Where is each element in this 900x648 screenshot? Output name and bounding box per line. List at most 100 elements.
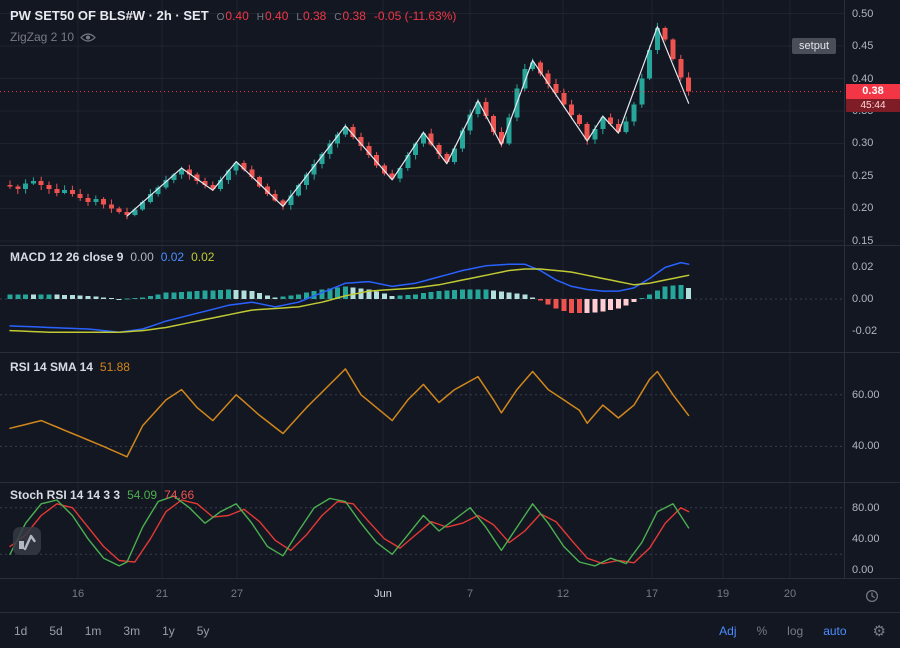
candle-body bbox=[202, 181, 208, 185]
pane-separator[interactable] bbox=[0, 352, 900, 353]
percent-scale-toggle[interactable]: % bbox=[756, 623, 768, 638]
price-tick-label: 0.20 bbox=[852, 202, 874, 214]
pane-separator[interactable] bbox=[0, 245, 900, 246]
macd-histogram-bar bbox=[553, 299, 559, 309]
macd-histogram-bar bbox=[7, 294, 13, 299]
macd-histogram-bar bbox=[686, 287, 692, 299]
axis-settings-corner[interactable] bbox=[844, 578, 900, 612]
candle-body bbox=[163, 179, 169, 188]
price-tick-label: -0.02 bbox=[852, 325, 878, 337]
macd-histogram-bar bbox=[233, 290, 239, 299]
macd-histogram-bar bbox=[483, 289, 489, 299]
tradingview-logo[interactable] bbox=[12, 526, 42, 556]
macd-histogram-bar bbox=[389, 295, 395, 299]
auto-scale-toggle[interactable]: auto bbox=[823, 623, 847, 638]
time-axis[interactable]: 16 21 27 Jun 7 12 17 19 20 bbox=[0, 578, 844, 612]
macd-histogram-bar bbox=[319, 289, 325, 299]
candle-body bbox=[584, 124, 590, 140]
setput-tag[interactable]: setput bbox=[792, 38, 836, 54]
candle-body bbox=[576, 114, 582, 124]
candle-body bbox=[210, 185, 216, 189]
candle-body bbox=[30, 181, 36, 184]
price-axis[interactable]: 0.500.450.400.350.300.250.200.150.020.00… bbox=[844, 0, 900, 578]
candle-body bbox=[483, 101, 489, 117]
macd-histogram-bar bbox=[140, 297, 146, 299]
range-1y[interactable]: 1y bbox=[162, 623, 175, 638]
macd-histogram-bar bbox=[459, 289, 465, 299]
candle-body bbox=[639, 78, 645, 105]
pane-separator[interactable] bbox=[0, 482, 900, 483]
range-5y[interactable]: 5y bbox=[196, 623, 210, 638]
candle-body bbox=[569, 104, 575, 115]
symbol-title[interactable]: PW SET50 OF BLS#W · 2h · SET bbox=[10, 8, 209, 23]
stoch-legend[interactable]: Stoch RSI 14 14 3 3 54.09 74.66 bbox=[10, 488, 194, 502]
range-1m[interactable]: 1m bbox=[84, 623, 102, 638]
macd-histogram-bar bbox=[194, 291, 200, 299]
log-scale-toggle[interactable]: log bbox=[787, 623, 804, 638]
macd-histogram-bar bbox=[623, 299, 629, 306]
macd-signal-line bbox=[9, 268, 690, 333]
range-3m[interactable]: 3m bbox=[123, 623, 141, 638]
candle-body bbox=[623, 121, 629, 132]
candle-body bbox=[303, 174, 309, 185]
macd-histogram-bar bbox=[30, 294, 36, 299]
candle-body bbox=[647, 50, 653, 79]
candle-body bbox=[108, 204, 114, 209]
candle-body bbox=[678, 59, 684, 78]
macd-histogram-bar bbox=[381, 293, 387, 299]
candle-body bbox=[288, 195, 294, 206]
time-axis-label: 21 bbox=[155, 588, 169, 600]
macd-histogram-bar bbox=[46, 294, 52, 299]
price-tick-label: 0.02 bbox=[852, 261, 874, 273]
macd-histogram-bar bbox=[491, 290, 497, 299]
macd-histogram-bar bbox=[296, 294, 302, 299]
indicator-legend-zigzag[interactable]: ZigZag 2 10 bbox=[10, 30, 96, 44]
macd-histogram-bar bbox=[171, 292, 177, 299]
macd-histogram-bar bbox=[93, 296, 99, 299]
candle-body bbox=[350, 127, 356, 137]
macd-histogram-bar bbox=[342, 286, 348, 299]
candle-body bbox=[381, 165, 387, 174]
macd-histogram-bar bbox=[467, 289, 473, 299]
candle-body bbox=[475, 101, 481, 115]
macd-histogram-bar bbox=[132, 297, 138, 299]
time-axis-label: 19 bbox=[716, 588, 730, 600]
candle-body bbox=[241, 162, 247, 170]
settings-gear-icon[interactable]: ⚙ bbox=[872, 622, 886, 640]
candle-body bbox=[397, 168, 403, 179]
macd-histogram-bar bbox=[405, 294, 411, 299]
candle-body bbox=[7, 185, 13, 187]
candle-body bbox=[498, 131, 504, 144]
macd-histogram-bar bbox=[662, 286, 668, 299]
bottom-toolbar: 1d 5d 1m 3m 1y 5y Adj % log auto ⚙ bbox=[0, 612, 900, 648]
adjust-toggle[interactable]: Adj bbox=[719, 623, 737, 638]
macd-signal-value: 0.02 bbox=[191, 250, 215, 264]
macd-histogram-bar bbox=[38, 294, 44, 299]
macd-histogram-bar bbox=[608, 299, 614, 311]
candle-body bbox=[46, 185, 52, 189]
candle-body bbox=[69, 190, 75, 195]
macd-histogram-bar bbox=[116, 299, 122, 300]
macd-label: MACD 12 26 close 9 bbox=[10, 250, 124, 264]
macd-histogram-bar bbox=[288, 295, 294, 299]
range-5d[interactable]: 5d bbox=[49, 623, 63, 638]
candle-body bbox=[140, 201, 146, 210]
time-axis-label: 27 bbox=[230, 588, 244, 600]
candle-body bbox=[179, 169, 185, 175]
visibility-eye-icon[interactable] bbox=[80, 32, 96, 43]
macd-histogram-bar bbox=[428, 292, 434, 299]
macd-histogram-bar bbox=[358, 288, 364, 299]
range-1d[interactable]: 1d bbox=[14, 623, 28, 638]
macd-histogram-bar bbox=[576, 299, 582, 314]
candle-body bbox=[171, 174, 177, 180]
macd-histogram-bar bbox=[77, 295, 83, 299]
macd-histogram-bar bbox=[670, 285, 676, 299]
chart-canvas[interactable] bbox=[0, 0, 844, 578]
macd-histogram-bar bbox=[374, 291, 380, 299]
candle-body bbox=[420, 133, 426, 144]
macd-legend[interactable]: MACD 12 26 close 9 0.00 0.02 0.02 bbox=[10, 250, 214, 264]
macd-histogram-bar bbox=[545, 299, 551, 305]
rsi-legend[interactable]: RSI 14 SMA 14 51.88 bbox=[10, 360, 130, 374]
candle-body bbox=[506, 117, 512, 144]
price-tick-label: 0.40 bbox=[852, 73, 874, 85]
